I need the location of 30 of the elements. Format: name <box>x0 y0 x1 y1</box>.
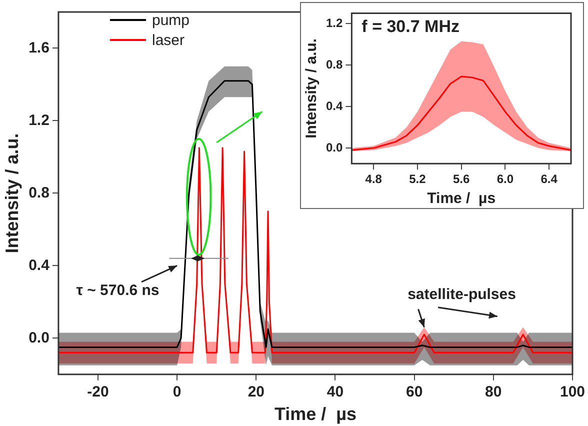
y-tick-label: 0.4 <box>326 98 343 113</box>
x-tick-label: 4.8 <box>365 172 382 186</box>
x-tick-label: 6.0 <box>496 172 514 186</box>
x-axis-title: Time / µs <box>274 404 357 424</box>
annotation: satellite-pulses <box>408 286 516 303</box>
annotation: f = 30.7 MHz <box>362 16 460 36</box>
y-tick-label: 0.8 <box>326 57 343 72</box>
x-tick-label: 80 <box>485 384 502 401</box>
x-tick-label: 5.2 <box>409 172 426 186</box>
x-tick-label: 60 <box>406 384 423 401</box>
x-tick-label: 40 <box>326 384 344 401</box>
x-tick-label: 0 <box>172 384 182 401</box>
legend-label: laser <box>152 32 185 48</box>
legend-label: pump <box>152 12 190 28</box>
annotation: τ ~ 570.6 ns <box>76 282 160 300</box>
y-tick-label: 0.0 <box>326 140 343 154</box>
y-axis-title: Intensity / a.u. <box>2 133 22 254</box>
y-axis-title: Intensity / a.u. <box>303 38 320 138</box>
x-tick-label: -20 <box>87 384 109 401</box>
y-tick-label: 1.2 <box>326 16 343 30</box>
x-tick-label: 20 <box>248 384 264 401</box>
y-tick-label: 1.6 <box>28 39 50 56</box>
x-tick-label: 100 <box>560 384 585 401</box>
x-axis-title: Time / µs <box>427 190 496 208</box>
y-tick-label: 1.2 <box>28 112 50 129</box>
y-tick-label: 0.8 <box>28 184 50 202</box>
x-tick-label: 5.6 <box>452 172 470 186</box>
y-tick-label: 0.4 <box>28 256 50 274</box>
y-tick-label: 0.0 <box>28 329 50 346</box>
x-tick-label: 6.4 <box>540 172 558 186</box>
